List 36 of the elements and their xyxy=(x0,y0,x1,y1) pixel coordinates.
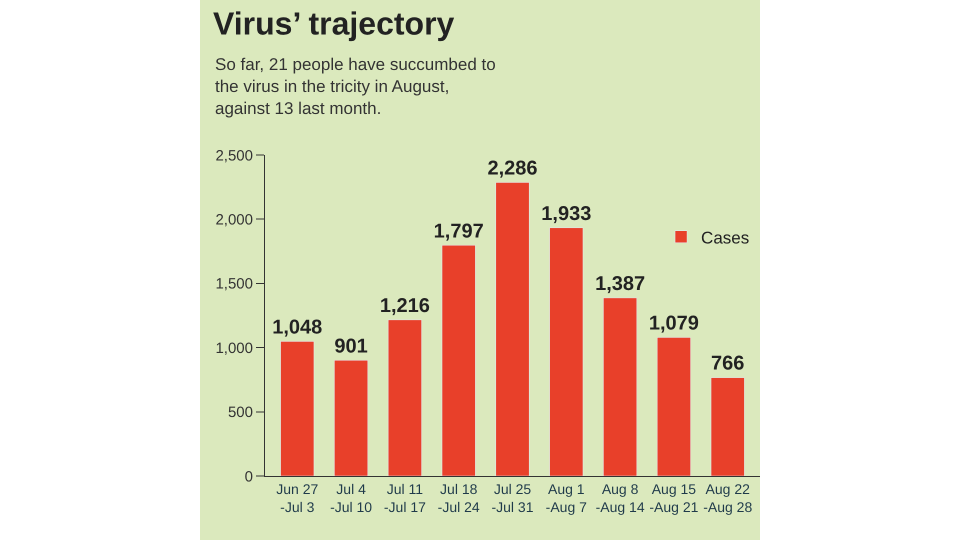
chart-subtitle: So far, 21 people have succumbed to the virus in the tricity in August, against 13 last month. xyxy=(215,55,496,118)
data-label: 2,286 xyxy=(487,157,538,180)
bar xyxy=(334,360,368,476)
x-tick-label: Aug 1 -Aug 7 xyxy=(546,480,588,515)
x-tick-label: Jun 27 -Jul 3 xyxy=(276,480,319,515)
data-label: 901 xyxy=(334,335,368,358)
x-tick-label: Jul 25 -Jul 31 xyxy=(491,480,534,515)
legend-label: Cases xyxy=(701,228,750,248)
x-tick-label: Aug 8 -Aug 14 xyxy=(596,480,645,515)
bar xyxy=(442,245,476,476)
y-tick-label: 500 xyxy=(228,404,253,422)
y-tick-label: 2,500 xyxy=(215,147,253,164)
bar xyxy=(280,341,314,476)
data-label: 1,048 xyxy=(272,316,322,338)
x-tick-label: Jul 18 -Jul 24 xyxy=(438,480,480,515)
data-label: 766 xyxy=(711,352,744,375)
bar xyxy=(388,320,422,476)
data-label: 1,216 xyxy=(380,294,430,317)
bar xyxy=(549,228,584,476)
bar xyxy=(496,182,530,476)
chart-title: Virus’ trajectory xyxy=(213,5,455,42)
y-tick-label: 1,500 xyxy=(215,276,253,293)
x-tick-label: Aug 15 -Aug 21 xyxy=(649,480,699,515)
bar xyxy=(710,377,745,476)
y-tick-label: 1,000 xyxy=(215,340,253,357)
x-tick-label: Aug 22 -Aug 28 xyxy=(703,480,752,515)
y-tick-label: 0 xyxy=(244,468,253,486)
x-tick-label: Jul 4 -Jul 10 xyxy=(330,480,372,515)
bar xyxy=(603,298,638,476)
y-tick-label: 2,000 xyxy=(215,211,253,228)
data-label: 1,933 xyxy=(541,202,592,225)
data-label: 1,387 xyxy=(595,272,646,295)
bar xyxy=(656,337,691,476)
x-tick-label: Jul 11 -Jul 17 xyxy=(384,480,426,515)
data-label: 1,797 xyxy=(434,220,484,242)
data-label: 1,079 xyxy=(648,312,699,334)
